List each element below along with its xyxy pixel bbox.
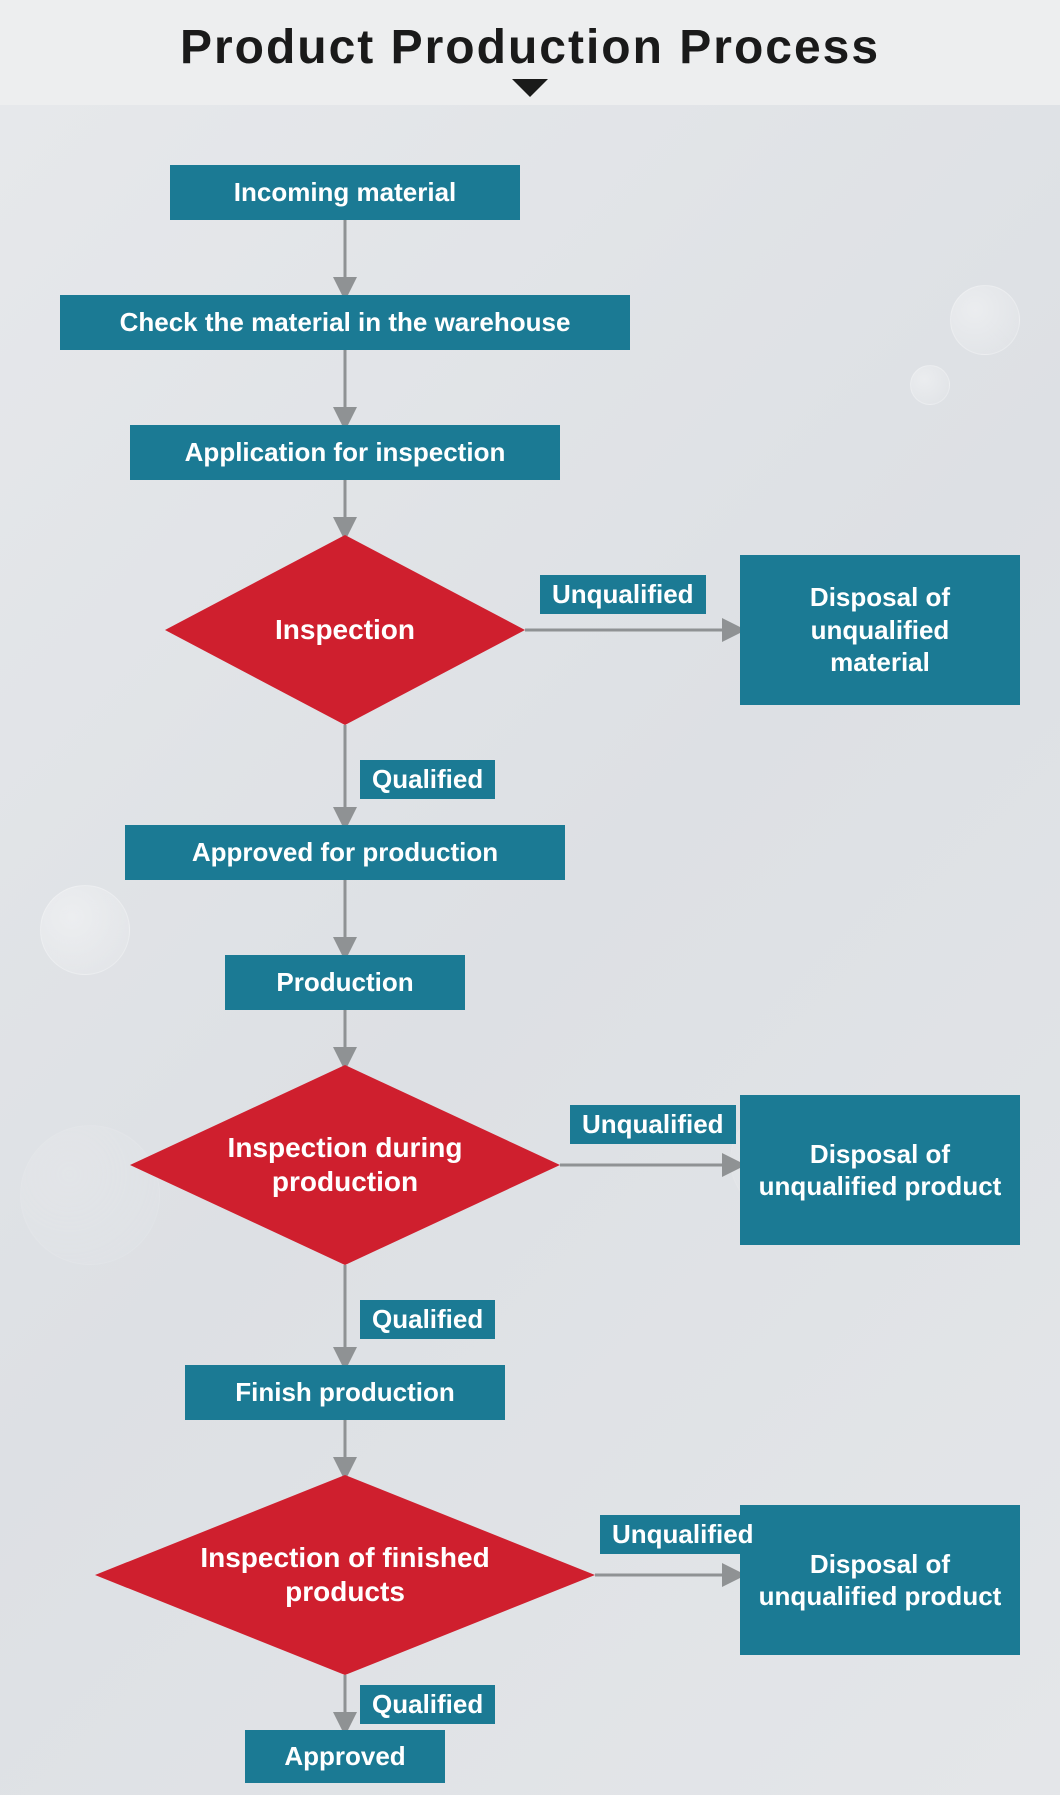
edge-label-n8-n10: Qualified: [360, 1300, 495, 1339]
edge-label-n4-n5: Unqualified: [540, 575, 706, 614]
flowchart-canvas: Incoming material Check the material in t…: [0, 105, 1060, 1795]
flow-box-n9: Disposal of unqualified product: [740, 1095, 1020, 1245]
flow-box-n3: Application for inspection: [130, 425, 560, 480]
flow-diamond-n11: Inspection of finished products: [95, 1475, 595, 1675]
flow-box-n6: Approved for production: [125, 825, 565, 880]
bubble-decoration: [910, 365, 950, 405]
edge-label-n8-n9: Unqualified: [570, 1105, 736, 1144]
bubble-decoration: [950, 285, 1020, 355]
flow-box-n7: Production: [225, 955, 465, 1010]
flow-box-n12: Disposal of unqualified product: [740, 1505, 1020, 1655]
bubble-decoration: [40, 885, 130, 975]
edge-label-n11-n12: Unqualified: [600, 1515, 766, 1554]
flow-box-n5: Disposal of unqualified material: [740, 555, 1020, 705]
flow-box-n10: Finish production: [185, 1365, 505, 1420]
flow-diamond-n8: Inspection during production: [130, 1065, 560, 1265]
edge-label-n4-n6: Qualified: [360, 760, 495, 799]
chevron-down-icon: [512, 79, 548, 97]
flow-box-n2: Check the material in the warehouse: [60, 295, 630, 350]
header-bar: Product Production Process: [0, 0, 1060, 105]
flow-diamond-n4: Inspection: [165, 535, 525, 725]
flow-box-n13: Approved: [245, 1730, 445, 1783]
edge-label-n11-n13: Qualified: [360, 1685, 495, 1724]
flow-box-n1: Incoming material: [170, 165, 520, 220]
page-title: Product Production Process: [0, 20, 1060, 75]
